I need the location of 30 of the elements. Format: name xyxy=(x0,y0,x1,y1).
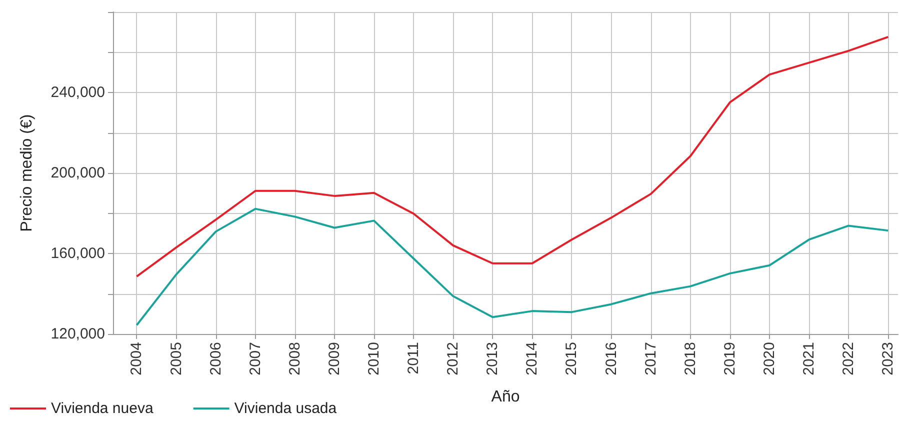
x-tick-label: 2019 xyxy=(721,342,738,376)
x-tick-label: 2010 xyxy=(366,342,383,376)
x-tick-label: 2023 xyxy=(880,342,897,376)
x-tick-label: 2009 xyxy=(326,342,343,376)
x-tick-label: 2016 xyxy=(602,342,620,376)
y-tick-label: 200,000 xyxy=(50,164,105,182)
line-series xyxy=(136,208,890,326)
x-tick-label: 2008 xyxy=(286,342,304,376)
x-tick-label: 2018 xyxy=(682,342,699,376)
x-tick-label: 2014 xyxy=(524,342,541,376)
x-axis-title: Año xyxy=(491,388,520,406)
x-tick-label: 2017 xyxy=(642,342,660,376)
x-tick-label: 2004 xyxy=(128,342,146,376)
y-tick-label: 160,000 xyxy=(50,245,105,262)
legend-label: Vivienda nueva xyxy=(51,400,154,417)
y-axis-title: Precio medio (€) xyxy=(18,114,36,232)
x-tick-label: 2006 xyxy=(207,342,224,376)
x-tick-label: 2007 xyxy=(246,342,264,376)
x-tick-label: 2011 xyxy=(405,342,422,374)
x-tick-label: 2005 xyxy=(168,342,185,376)
y-tick-label: 120,000 xyxy=(50,326,105,342)
x-tick-label: 2020 xyxy=(760,342,778,376)
x-tick-label: 2015 xyxy=(563,342,580,376)
y-tick-label: 240,000 xyxy=(50,84,105,101)
x-tick-label: 2013 xyxy=(484,342,502,376)
line-series xyxy=(136,36,890,278)
legend-label: Vivienda usada xyxy=(234,400,338,417)
x-tick-label: 2022 xyxy=(840,342,858,376)
x-tick-label: 2012 xyxy=(444,342,462,376)
x-tick-label: 2021 xyxy=(800,342,818,376)
